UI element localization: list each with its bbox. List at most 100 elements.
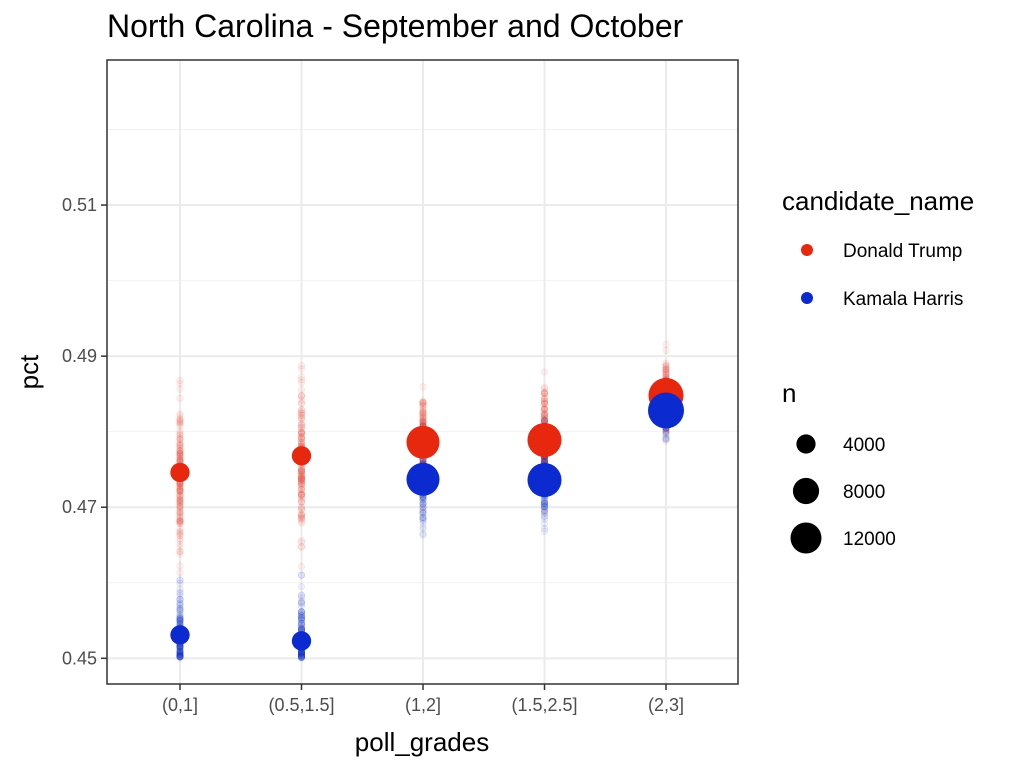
poll-draw-point xyxy=(176,499,184,507)
poll-draw-point xyxy=(419,408,427,416)
poll-draw-point xyxy=(176,653,184,661)
poll-draw-point xyxy=(419,503,427,511)
legend-swatch xyxy=(801,244,813,256)
y-axis-title: pct xyxy=(14,354,44,389)
poll-draw-point xyxy=(297,430,305,438)
poll-draw-point xyxy=(297,650,305,658)
y-tick-label: 0.51 xyxy=(62,195,97,215)
poll-draw-point xyxy=(297,486,305,494)
poll-draw-point xyxy=(297,608,305,616)
data-point-kamala-harris-3 xyxy=(527,462,562,498)
poll-draw-point xyxy=(297,472,305,480)
poll-draw-point xyxy=(540,499,548,507)
poll-draw-point xyxy=(662,368,670,376)
poll-draw-point xyxy=(176,427,184,435)
poll-draw-point xyxy=(176,503,184,511)
poll-draw-point xyxy=(297,485,305,493)
poll-draw-point xyxy=(297,498,305,506)
poll-draw-point xyxy=(540,405,548,413)
poll-draw-point xyxy=(176,450,184,458)
poll-draw-point xyxy=(297,651,305,659)
poll-draw-point xyxy=(540,502,548,510)
legend-title-size: n xyxy=(782,378,796,408)
poll-draw-point xyxy=(176,491,184,499)
poll-draw-point xyxy=(176,447,184,455)
y-tick-label: 0.49 xyxy=(62,346,97,366)
poll-draw-point xyxy=(419,513,427,521)
poll-draw-point xyxy=(540,398,548,406)
poll-draw-point xyxy=(297,654,305,662)
poll-draw-point xyxy=(419,515,427,523)
poll-draw-point xyxy=(419,516,427,524)
poll-draw-point xyxy=(419,506,427,514)
poll-draw-point xyxy=(297,599,305,607)
poll-draw-point xyxy=(176,615,184,623)
poll-draw-point xyxy=(297,406,305,414)
poll-draw-point xyxy=(176,434,184,442)
poll-draw-point xyxy=(297,379,305,387)
poll-draw-point xyxy=(176,441,184,449)
poll-draw-point xyxy=(176,649,184,657)
poll-draw-point xyxy=(176,447,184,455)
poll-draw-point xyxy=(297,436,305,444)
poll-draw-point xyxy=(176,379,184,387)
poll-draw-point xyxy=(176,608,184,616)
poll-draw-point xyxy=(540,399,548,407)
poll-draw-point xyxy=(419,413,427,421)
poll-draw-point xyxy=(176,649,184,657)
poll-draw-point xyxy=(297,396,305,404)
poll-draw-point xyxy=(297,408,305,416)
poll-draw-point xyxy=(419,419,427,427)
poll-draw-point xyxy=(540,385,548,393)
poll-draw-point xyxy=(176,617,184,625)
poll-draw-point xyxy=(297,543,305,551)
poll-draw-point xyxy=(176,647,184,655)
poll-draw-point xyxy=(297,470,305,478)
poll-draw-point xyxy=(176,377,184,385)
poll-draw-point xyxy=(540,388,548,396)
poll-draw-point xyxy=(176,548,184,556)
poll-draw-point xyxy=(176,596,184,604)
poll-draw-point xyxy=(662,435,670,443)
poll-draw-point xyxy=(176,525,184,533)
poll-draw-point xyxy=(176,506,184,514)
poll-draw-point xyxy=(419,525,427,533)
poll-draw-point xyxy=(176,518,184,526)
poll-draw-point xyxy=(297,614,305,622)
poll-draw-point xyxy=(176,647,184,655)
poll-draw-point xyxy=(662,366,670,374)
poll-draw-point xyxy=(419,531,427,539)
poll-draw-point xyxy=(297,492,305,500)
poll-draw-point xyxy=(662,365,670,373)
poll-draw-point xyxy=(297,652,305,660)
poll-draw-point xyxy=(176,419,184,427)
poll-draw-point xyxy=(176,653,184,661)
poll-draw-point xyxy=(540,500,548,508)
y-tick-label: 0.45 xyxy=(62,648,97,668)
poll-draw-point xyxy=(297,475,305,483)
poll-draw-point xyxy=(540,513,548,521)
poll-draw-point xyxy=(297,488,305,496)
poll-draw-point xyxy=(297,503,305,511)
poll-draw-point xyxy=(540,520,548,528)
poll-draw-point xyxy=(176,431,184,439)
poll-draw-point xyxy=(297,514,305,522)
poll-draw-point xyxy=(297,653,305,661)
poll-draw-point xyxy=(176,528,184,536)
poll-draw-point xyxy=(297,474,305,482)
poll-draw-point xyxy=(419,513,427,521)
poll-draw-point xyxy=(176,648,184,656)
poll-draw-point xyxy=(297,476,305,484)
poll-draw-point xyxy=(662,366,670,374)
poll-draw-point xyxy=(540,500,548,508)
poll-draw-point xyxy=(297,391,305,399)
poll-draw-point xyxy=(176,576,184,584)
x-tick-label: (2,3] xyxy=(648,695,684,715)
poll-draw-point xyxy=(419,509,427,517)
poll-draw-point xyxy=(297,592,305,600)
poll-draw-point xyxy=(540,411,548,419)
poll-draw-point xyxy=(176,497,184,505)
poll-draw-point xyxy=(419,398,427,406)
poll-draw-point xyxy=(662,428,670,436)
poll-draw-point xyxy=(419,510,427,518)
